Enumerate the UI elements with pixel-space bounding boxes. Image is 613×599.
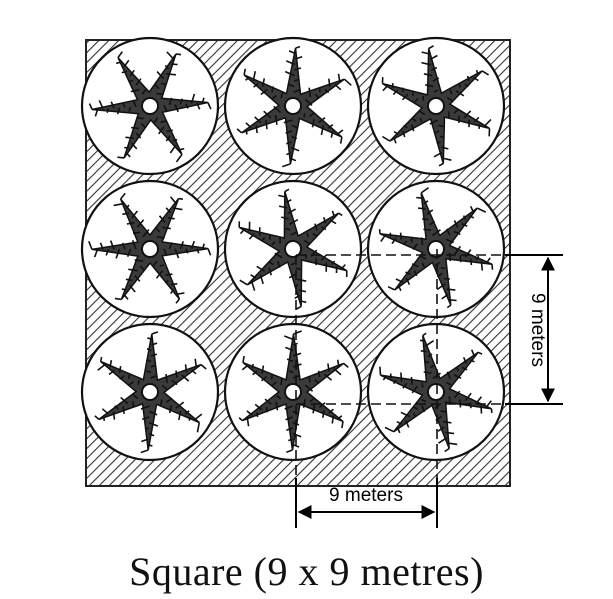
tree-canopy-icon bbox=[223, 179, 363, 319]
diagram-caption: Square (9 x 9 metres) bbox=[129, 549, 484, 594]
tree-canopy-icon bbox=[366, 179, 506, 319]
trunk-icon bbox=[141, 97, 159, 115]
tree-canopy-icon bbox=[366, 322, 506, 462]
trunk-icon bbox=[427, 383, 445, 401]
trunk-icon bbox=[427, 240, 445, 258]
tree-canopy-icon bbox=[80, 36, 220, 176]
vertical-dimension: 9 meters bbox=[505, 254, 563, 405]
trunk-icon bbox=[284, 97, 302, 115]
trunk-icon bbox=[141, 240, 159, 258]
trunk-icon bbox=[284, 240, 302, 258]
tree-canopy-icon bbox=[80, 179, 220, 319]
trunk-icon bbox=[427, 97, 445, 115]
trunk-icon bbox=[284, 383, 302, 401]
horizontal-dimension: 9 meters bbox=[295, 478, 438, 528]
tree-canopy-icon bbox=[80, 322, 220, 462]
horizontal-dimension-label: 9 meters bbox=[329, 485, 403, 506]
tree-canopy-icon bbox=[223, 322, 363, 462]
trunk-icon bbox=[141, 383, 159, 401]
tree-canopy-icon bbox=[366, 36, 506, 176]
vertical-dimension-label: 9 meters bbox=[527, 293, 548, 367]
tree-grid bbox=[80, 36, 506, 478]
tree-canopy-icon bbox=[223, 36, 363, 176]
